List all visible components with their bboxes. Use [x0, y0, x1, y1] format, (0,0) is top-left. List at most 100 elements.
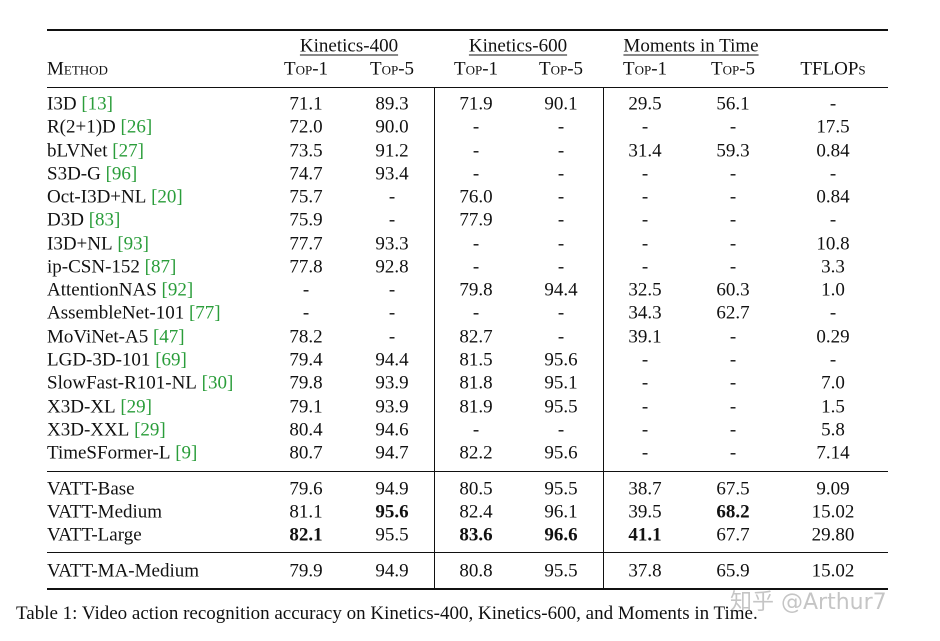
value-cell: 7.0 [821, 372, 845, 394]
method-cell: S3D-G [96] [47, 164, 137, 183]
value-cell: 80.5 [459, 478, 493, 500]
value-cell: - [557, 233, 565, 255]
method-name: ip-CSN-152 [47, 256, 140, 278]
citation[interactable]: [87] [144, 256, 177, 278]
value-cell: 95.5 [375, 524, 409, 546]
value-cell: - [641, 442, 649, 464]
citation[interactable]: [30] [201, 372, 234, 394]
column-header: Top-1 [622, 58, 668, 80]
section-rule [47, 552, 888, 553]
value-cell: - [729, 186, 737, 208]
method-name: Oct-I3D+NL [47, 186, 147, 208]
value-cell: 81.5 [459, 349, 493, 371]
method-name: VATT-Medium [47, 501, 163, 523]
citation[interactable]: [83] [88, 209, 121, 231]
value-cell: - [472, 116, 480, 138]
citation[interactable]: [47] [152, 326, 185, 348]
value-cell: - [641, 209, 649, 231]
value-cell: 82.1 [289, 524, 323, 546]
citation[interactable]: [93] [117, 233, 149, 255]
method-cell: LGD-3D-101 [69] [47, 350, 187, 369]
method-name: SlowFast-R101-NL [47, 372, 197, 394]
method-name: AttentionNAS [47, 279, 157, 301]
value-cell: 80.8 [459, 560, 493, 582]
method-cell: X3D-XXL [29] [47, 420, 166, 439]
value-cell: - [729, 209, 737, 231]
value-cell: 92.8 [375, 256, 409, 278]
method-cell: bLVNet [27] [47, 141, 144, 160]
value-cell: 34.3 [628, 302, 662, 324]
value-cell: 29.80 [811, 524, 855, 546]
method-name: X3D-XXL [47, 419, 130, 441]
value-cell: 39.5 [628, 501, 662, 523]
value-cell: 15.02 [811, 560, 855, 582]
value-cell: 7.14 [816, 442, 850, 464]
citation[interactable]: [13] [81, 93, 113, 115]
value-cell: 76.0 [459, 186, 493, 208]
citation[interactable]: [27] [112, 140, 144, 162]
value-cell: 93.9 [375, 372, 409, 394]
method-cell: AssembleNet-101 [77] [47, 304, 221, 323]
method-cell: R(2+1)D [26] [47, 118, 152, 137]
method-cell: VATT-Base [47, 480, 135, 499]
citation[interactable]: [96] [105, 163, 138, 185]
value-cell: 94.9 [375, 560, 409, 582]
value-cell: - [472, 256, 480, 278]
column-header: Top-1 [453, 58, 499, 80]
method-name: LGD-3D-101 [47, 349, 151, 371]
citation[interactable]: [9] [175, 442, 198, 464]
method-cell: VATT-Medium [47, 503, 162, 522]
group-header: Kinetics-400 [299, 35, 399, 57]
value-cell: 0.84 [816, 140, 850, 162]
method-name: X3D-XL [47, 396, 116, 417]
value-cell: - [729, 256, 737, 278]
value-cell: 32.5 [628, 279, 662, 301]
citation[interactable]: [77] [188, 302, 221, 324]
value-cell: 37.8 [628, 560, 662, 582]
value-cell: 0.84 [816, 186, 850, 208]
value-cell: - [729, 349, 737, 371]
value-cell: 89.3 [375, 93, 409, 115]
method-cell: X3D-XL [29] [47, 397, 152, 416]
value-cell: - [829, 209, 837, 231]
value-cell: 75.7 [289, 186, 323, 208]
value-cell: 93.4 [375, 163, 409, 185]
citation[interactable]: [20] [151, 186, 183, 208]
value-cell: 95.1 [544, 372, 578, 394]
value-cell: - [472, 302, 480, 324]
value-cell: - [729, 163, 737, 185]
value-cell: 3.3 [821, 256, 845, 278]
value-cell: 79.8 [289, 372, 323, 394]
value-cell: - [729, 396, 737, 417]
value-cell: 81.8 [459, 372, 493, 394]
value-cell: - [729, 442, 737, 464]
value-cell: 83.6 [459, 524, 493, 546]
value-cell: 90.1 [544, 93, 578, 115]
value-cell: - [829, 349, 837, 371]
method-name: MoViNet-A5 [47, 326, 149, 348]
value-cell: - [557, 116, 565, 138]
citation[interactable]: [69] [155, 349, 187, 371]
value-cell: 82.4 [459, 501, 493, 523]
bottom-rule [47, 588, 888, 590]
method-cell: D3D [83] [47, 211, 120, 230]
value-cell: - [557, 163, 565, 185]
value-cell: 75.9 [289, 209, 323, 231]
citation[interactable]: [26] [120, 116, 153, 138]
citation[interactable]: [29] [134, 419, 166, 441]
method-cell: I3D [13] [47, 95, 113, 114]
value-cell: 82.7 [459, 326, 493, 348]
value-cell: - [729, 419, 737, 441]
value-cell: 9.09 [816, 478, 850, 500]
citation[interactable]: [92] [161, 279, 194, 301]
method-name: D3D [47, 209, 84, 231]
group-header: Kinetics-600 [468, 35, 568, 57]
value-cell: 0.29 [816, 326, 850, 348]
value-cell: - [388, 279, 396, 301]
citation[interactable]: [29] [120, 396, 153, 417]
value-cell: 17.5 [816, 116, 850, 138]
caption: Table 1: Video action recognition accura… [16, 603, 758, 624]
method-cell: VATT-Large [47, 526, 142, 545]
method-cell: TimeSFormer-L [9] [47, 444, 197, 463]
